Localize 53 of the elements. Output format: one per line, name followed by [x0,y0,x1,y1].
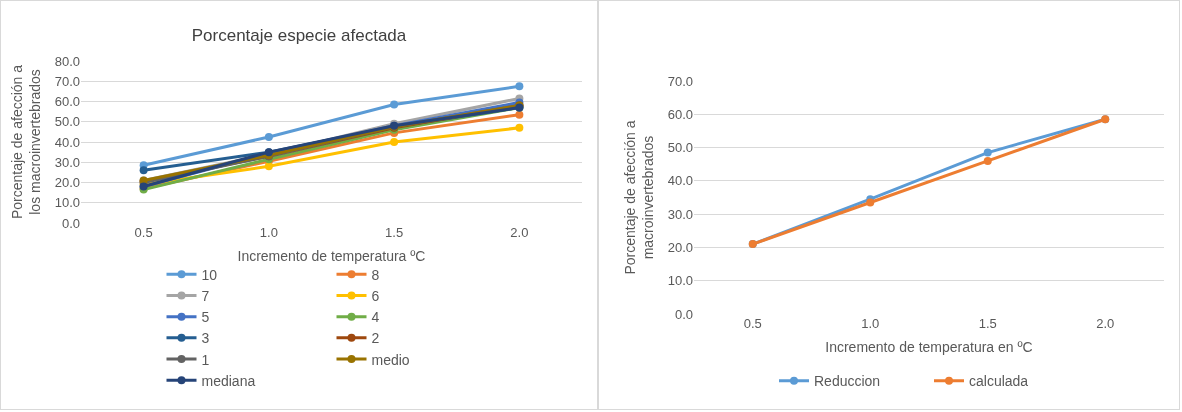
y-axis-title: Porcentaje de afección a macroinvertebrados [622,120,657,275]
y-tick-label: 60.0 [54,94,80,110]
x-tick-label: 2.0 [1096,316,1115,331]
legend-label: 10 [201,266,218,283]
y-tick-label: 50.0 [54,114,80,130]
legend-label: 3 [201,330,210,347]
point [983,156,992,165]
point [515,110,524,119]
x-axis-title: Incremento de temperatura ºC [237,248,426,265]
point [515,123,524,132]
y-tick-label: 60.0 [667,106,693,122]
y-tick-label: 20.0 [667,239,693,255]
legend-label: 4 [371,309,380,326]
legend-label: 7 [201,287,210,304]
point [390,138,399,146]
y-tick-label: 0.0 [61,215,80,231]
y-tick-label: 70.0 [54,73,80,89]
x-tick-label: 1.0 [861,316,880,331]
point [390,100,399,109]
legend-label: calculada [969,373,1029,390]
x-tick-label: 2.0 [510,225,529,240]
y-tick-label: 10.0 [54,195,80,211]
y-tick-label: 50.0 [667,140,693,156]
y-tick-label: 80.0 [54,53,80,69]
y-axis-title: Porcentaje de afección a los macroinvertebrados [9,64,44,220]
legend-label: medio [371,351,410,368]
x-tick-label: 0.5 [134,225,153,240]
legend-label: mediana [201,372,256,389]
x-tick-label: 1.5 [978,316,997,331]
point [515,82,524,91]
point [983,148,992,157]
y-tick-label: 40.0 [667,173,693,189]
y-tick-label: 20.0 [54,175,80,191]
point [264,162,273,171]
x-tick-label: 0.5 [743,316,762,331]
legend-label: Reduccion [814,373,881,390]
y-tick-label: 40.0 [54,134,80,150]
legend-label: 5 [201,309,210,326]
x-tick-label: 1.0 [259,225,278,240]
point [264,132,273,141]
point [139,166,148,175]
legend-label: 6 [371,287,380,304]
chart-title: Porcentaje especie afectada [191,26,407,46]
y-tick-label: 70.0 [667,73,693,89]
legend-label: 2 [371,330,380,347]
y-tick-label: 30.0 [667,206,693,222]
x-tick-label: 1.5 [385,225,404,240]
x-axis-title: Incremento de temperatura en ºC [825,339,1033,356]
y-tick-label: 0.0 [674,306,693,322]
legend-label: 1 [201,351,210,368]
y-tick-label: 30.0 [54,154,80,170]
y-tick-label: 10.0 [667,273,693,289]
legend-label: 8 [371,266,380,283]
